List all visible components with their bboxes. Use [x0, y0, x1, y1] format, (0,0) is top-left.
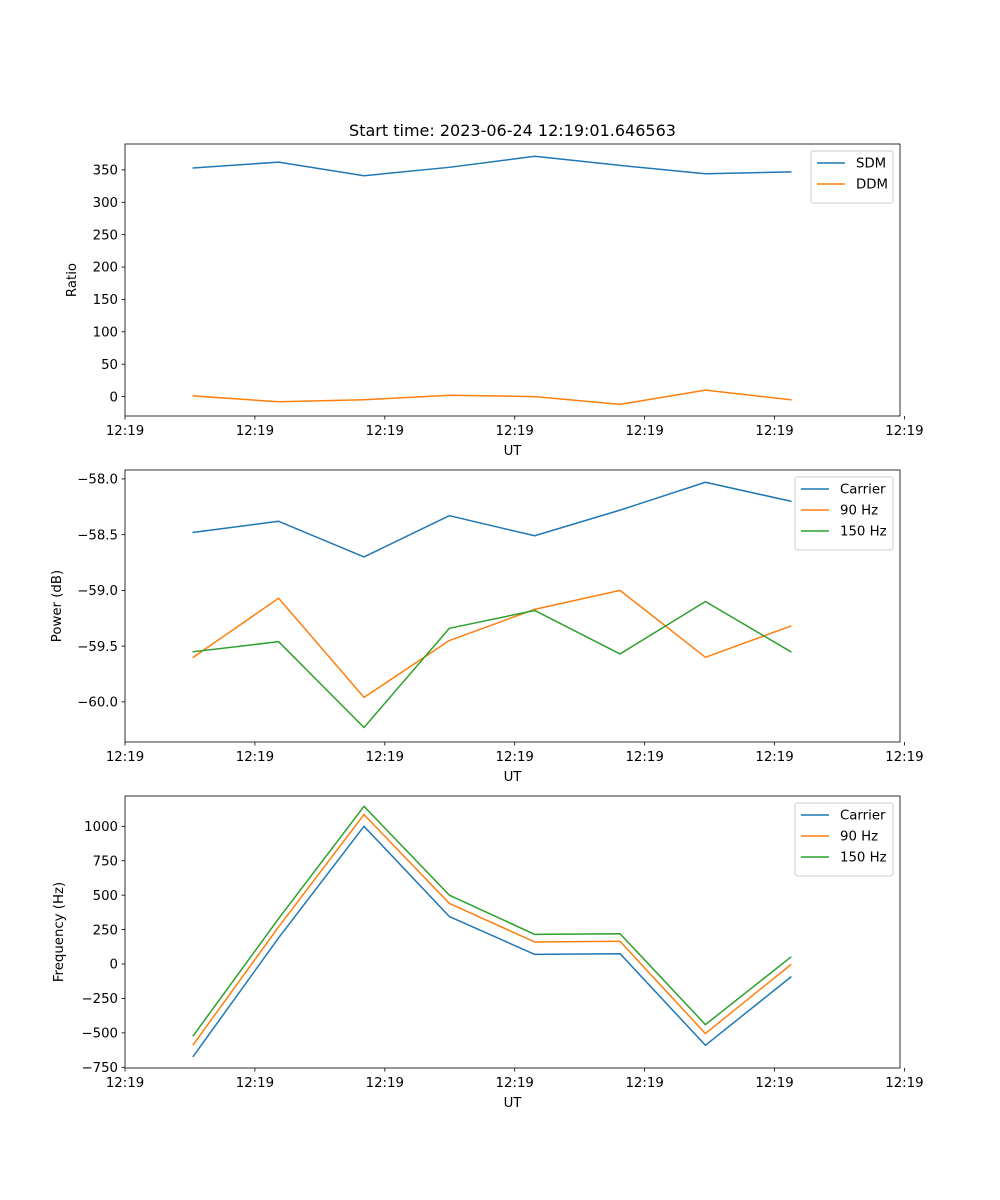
x-tick-label: 12:19 [366, 750, 404, 765]
y-tick-label: −58.5 [77, 528, 118, 543]
series-line-ddm [192, 389, 792, 406]
series-line-sdm [192, 155, 792, 177]
series-line-90-hz [192, 813, 792, 1046]
x-tick-label: 12:19 [236, 424, 274, 439]
x-tick-label: 12:19 [106, 424, 144, 439]
x-tick-label: 12:19 [755, 424, 793, 439]
x-tick-label: 12:19 [625, 424, 663, 439]
y-tick-label: 300 [93, 196, 118, 211]
series-line-90-hz [192, 589, 792, 699]
y-tick-label: 0 [110, 958, 118, 973]
chart-panel-1: 0 50 100 150 200 250 300 350 12:19 12:19 12:19 12:1… [65, 143, 924, 459]
y-axis-label: Power (dB) [50, 570, 65, 642]
axes-frame [124, 795, 901, 1069]
series-line-carrier [192, 825, 792, 1058]
y-tick-label: −59.0 [77, 584, 118, 599]
x-tick-label: 12:19 [885, 424, 923, 439]
y-tick-label: −60.0 [77, 696, 118, 711]
y-tick-label: 150 [93, 293, 118, 308]
x-tick-label: 12:19 [625, 750, 663, 765]
x-tick-label: 12:19 [366, 424, 404, 439]
legend-label: SDM [856, 157, 886, 172]
legend: Carrier 90 Hz 150 Hz [794, 476, 894, 551]
x-axis-label: UT [504, 444, 523, 459]
x-tick-label: 12:19 [236, 750, 274, 765]
x-tick-label: 12:19 [625, 1076, 663, 1091]
legend-label: 90 Hz [840, 830, 878, 845]
chart-panel-2: −58.0 −58.5 −59.0 −59.5 −60.0 12:19 12:19 12:19… [50, 469, 924, 785]
legend-label: 150 Hz [840, 525, 887, 540]
x-tick-label: 12:19 [236, 1076, 274, 1091]
y-tick-label: −58.0 [77, 473, 118, 488]
legend-box [810, 150, 894, 204]
x-tick-label: 12:19 [106, 750, 144, 765]
y-tick-label: 200 [93, 261, 118, 276]
y-tick-label: 500 [93, 889, 118, 904]
y-axis-label: Ratio [65, 263, 80, 297]
legend: Carrier 90 Hz 150 Hz [794, 802, 894, 877]
x-tick-label: 12:19 [496, 750, 534, 765]
y-tick-label: −500 [81, 1027, 118, 1042]
x-axis-label: UT [504, 770, 523, 785]
y-tick-label: 0 [110, 390, 118, 405]
y-tick-label: 250 [93, 228, 118, 243]
x-tick-label: 12:19 [106, 1076, 144, 1091]
y-tick-label: 350 [93, 164, 118, 179]
x-tick-label: 12:19 [366, 1076, 404, 1091]
legend-label: 150 Hz [840, 851, 887, 866]
y-tick-label: 100 [93, 326, 118, 341]
y-tick-label: −59.5 [77, 640, 118, 655]
y-axis-label: Frequency (Hz) [52, 882, 67, 982]
series-line-150-hz [192, 600, 792, 729]
x-tick-label: 12:19 [496, 1076, 534, 1091]
y-tick-label: 250 [93, 923, 118, 938]
x-tick-label: 12:19 [755, 1076, 793, 1091]
chart-title: Start time: 2023-06-24 12:19:01.646563 [349, 121, 676, 140]
x-tick-label: 12:19 [755, 750, 793, 765]
legend-label: DDM [856, 178, 888, 193]
series-line-carrier [192, 481, 792, 558]
legend-label: Carrier [840, 483, 886, 498]
y-tick-label: 750 [93, 854, 118, 869]
y-tick-label: −750 [81, 1061, 118, 1076]
y-tick-label: 1000 [84, 820, 118, 835]
series-line-150-hz [192, 805, 792, 1037]
y-tick-label: −250 [81, 992, 118, 1007]
legend-label: Carrier [840, 809, 886, 824]
x-tick-label: 12:19 [496, 424, 534, 439]
legend-label: 90 Hz [840, 504, 878, 519]
axes-frame [124, 143, 901, 417]
legend: SDM DDM [810, 150, 894, 204]
x-tick-label: 12:19 [885, 1076, 923, 1091]
axes-frame [124, 469, 901, 743]
y-tick-label: 50 [101, 358, 118, 373]
x-axis-label: UT [504, 1096, 523, 1111]
x-tick-label: 12:19 [885, 750, 923, 765]
